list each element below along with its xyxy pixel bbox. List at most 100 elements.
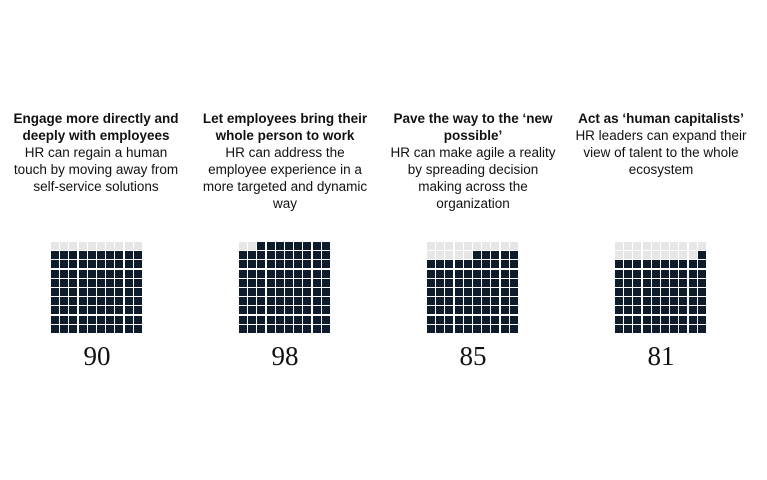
waffle-cell-filled bbox=[248, 278, 257, 287]
waffle-cell-filled bbox=[248, 306, 257, 315]
waffle-cell-filled bbox=[69, 260, 78, 269]
waffle-cell-filled bbox=[248, 297, 257, 306]
waffle-cell-filled bbox=[51, 251, 59, 260]
waffle-cell-filled bbox=[133, 288, 142, 296]
waffle-cell-filled bbox=[248, 269, 257, 278]
waffle-cell-filled bbox=[697, 324, 706, 333]
waffle-cell-filled bbox=[463, 260, 472, 269]
waffle-cell-filled bbox=[463, 278, 472, 287]
waffle-cell-filled bbox=[239, 324, 247, 333]
waffle-cell-filled bbox=[642, 269, 651, 278]
waffle-cell-filled bbox=[51, 278, 59, 287]
waffle-cell-filled bbox=[688, 297, 697, 306]
waffle-cell-filled bbox=[688, 315, 697, 324]
waffle-cell-filled bbox=[69, 269, 78, 278]
value-label-2: 98 bbox=[271, 341, 299, 371]
waffle-cell-filled bbox=[303, 269, 312, 278]
waffle-cell-filled bbox=[303, 288, 312, 296]
waffle-cell-empty bbox=[463, 242, 472, 250]
waffle-cell-filled bbox=[473, 306, 481, 315]
waffle-cell-filled bbox=[697, 251, 706, 260]
waffle-cell-filled bbox=[69, 288, 78, 296]
waffle-cell-filled bbox=[321, 278, 330, 287]
waffle-cell-filled bbox=[124, 315, 133, 324]
waffle-cell-filled bbox=[312, 324, 321, 333]
waffle-cell-filled bbox=[651, 324, 660, 333]
waffle-cell-empty bbox=[115, 242, 124, 250]
column-description: HR leaders can expand their view of tale… bbox=[575, 128, 747, 177]
waffle-cell-filled bbox=[87, 269, 96, 278]
waffle-cell-filled bbox=[445, 306, 454, 315]
waffle-cell-filled bbox=[285, 288, 293, 296]
waffle-cell-filled bbox=[670, 324, 679, 333]
waffle-cell-empty bbox=[133, 242, 142, 250]
waffle-cell-filled bbox=[303, 251, 312, 260]
waffle-cell-filled bbox=[124, 269, 133, 278]
waffle-cell-filled bbox=[115, 297, 124, 306]
waffle-cell-filled bbox=[445, 278, 454, 287]
waffle-cell-filled bbox=[679, 288, 688, 296]
waffle-cell-filled bbox=[482, 288, 491, 296]
waffle-cell-filled bbox=[473, 269, 481, 278]
waffle-cell-filled bbox=[257, 242, 266, 250]
waffle-cell-filled bbox=[436, 324, 445, 333]
waffle-cell-filled bbox=[615, 278, 623, 287]
waffle-cell-empty bbox=[106, 242, 115, 250]
waffle-cell-filled bbox=[248, 288, 257, 296]
waffle-cell-filled bbox=[615, 260, 623, 269]
waffle-cell-filled bbox=[473, 251, 481, 260]
waffle-cell-filled bbox=[491, 278, 500, 287]
waffle-cell-filled bbox=[69, 306, 78, 315]
waffle-cell-filled bbox=[688, 278, 697, 287]
waffle-cell-filled bbox=[473, 260, 481, 269]
waffle-cell-filled bbox=[500, 288, 509, 296]
waffle-cell-filled bbox=[463, 297, 472, 306]
waffle-cell-filled bbox=[60, 269, 69, 278]
waffle-cell-filled bbox=[500, 297, 509, 306]
waffle-cell-filled bbox=[321, 288, 330, 296]
waffle-cell-filled bbox=[285, 306, 293, 315]
waffle-cell-filled bbox=[633, 260, 642, 269]
waffle-cell-filled bbox=[133, 297, 142, 306]
waffle-cell-filled bbox=[285, 315, 293, 324]
waffle-cell-empty bbox=[679, 242, 688, 250]
waffle-cell-filled bbox=[509, 315, 518, 324]
column-description: HR can regain a human touch by moving aw… bbox=[13, 145, 179, 194]
waffle-cell-filled bbox=[60, 278, 69, 287]
waffle-cell-filled bbox=[651, 288, 660, 296]
waffle-cell-filled bbox=[321, 242, 330, 250]
waffle-cell-empty bbox=[427, 251, 435, 260]
waffle-cell-filled bbox=[51, 297, 59, 306]
waffle-cell-filled bbox=[248, 251, 257, 260]
column-heading: Act as ‘human capitalists’ bbox=[578, 111, 744, 126]
waffle-cell-filled bbox=[642, 324, 651, 333]
waffle-cell-filled bbox=[106, 269, 115, 278]
column-heading: Pave the way to the ‘new possible’ bbox=[393, 111, 553, 143]
waffle-cell-filled bbox=[60, 251, 69, 260]
waffle-cell-filled bbox=[97, 306, 105, 315]
waffle-cell-filled bbox=[321, 324, 330, 333]
waffle-cell-filled bbox=[463, 306, 472, 315]
waffle-cell-filled bbox=[124, 260, 133, 269]
waffle-cell-filled bbox=[124, 297, 133, 306]
waffle-cell-filled bbox=[69, 297, 78, 306]
waffle-cell-filled bbox=[115, 306, 124, 315]
waffle-cell-filled bbox=[248, 315, 257, 324]
waffle-cell-filled bbox=[312, 297, 321, 306]
waffle-cell-filled bbox=[661, 297, 669, 306]
waffle-cell-filled bbox=[106, 251, 115, 260]
waffle-cell-empty bbox=[97, 242, 105, 250]
waffle-cell-filled bbox=[78, 324, 87, 333]
waffle-cell-empty bbox=[697, 242, 706, 250]
waffle-cell-filled bbox=[491, 306, 500, 315]
waffle-cell-filled bbox=[642, 288, 651, 296]
waffle-cell-filled bbox=[275, 288, 284, 296]
waffle-cell-filled bbox=[436, 278, 445, 287]
waffle-cell-filled bbox=[239, 288, 247, 296]
waffle-cell-filled bbox=[312, 260, 321, 269]
waffle-cell-empty bbox=[60, 242, 69, 250]
waffle-cell-filled bbox=[436, 297, 445, 306]
waffle-cell-empty bbox=[661, 242, 669, 250]
waffle-cell-filled bbox=[133, 324, 142, 333]
waffle-cell-filled bbox=[491, 324, 500, 333]
